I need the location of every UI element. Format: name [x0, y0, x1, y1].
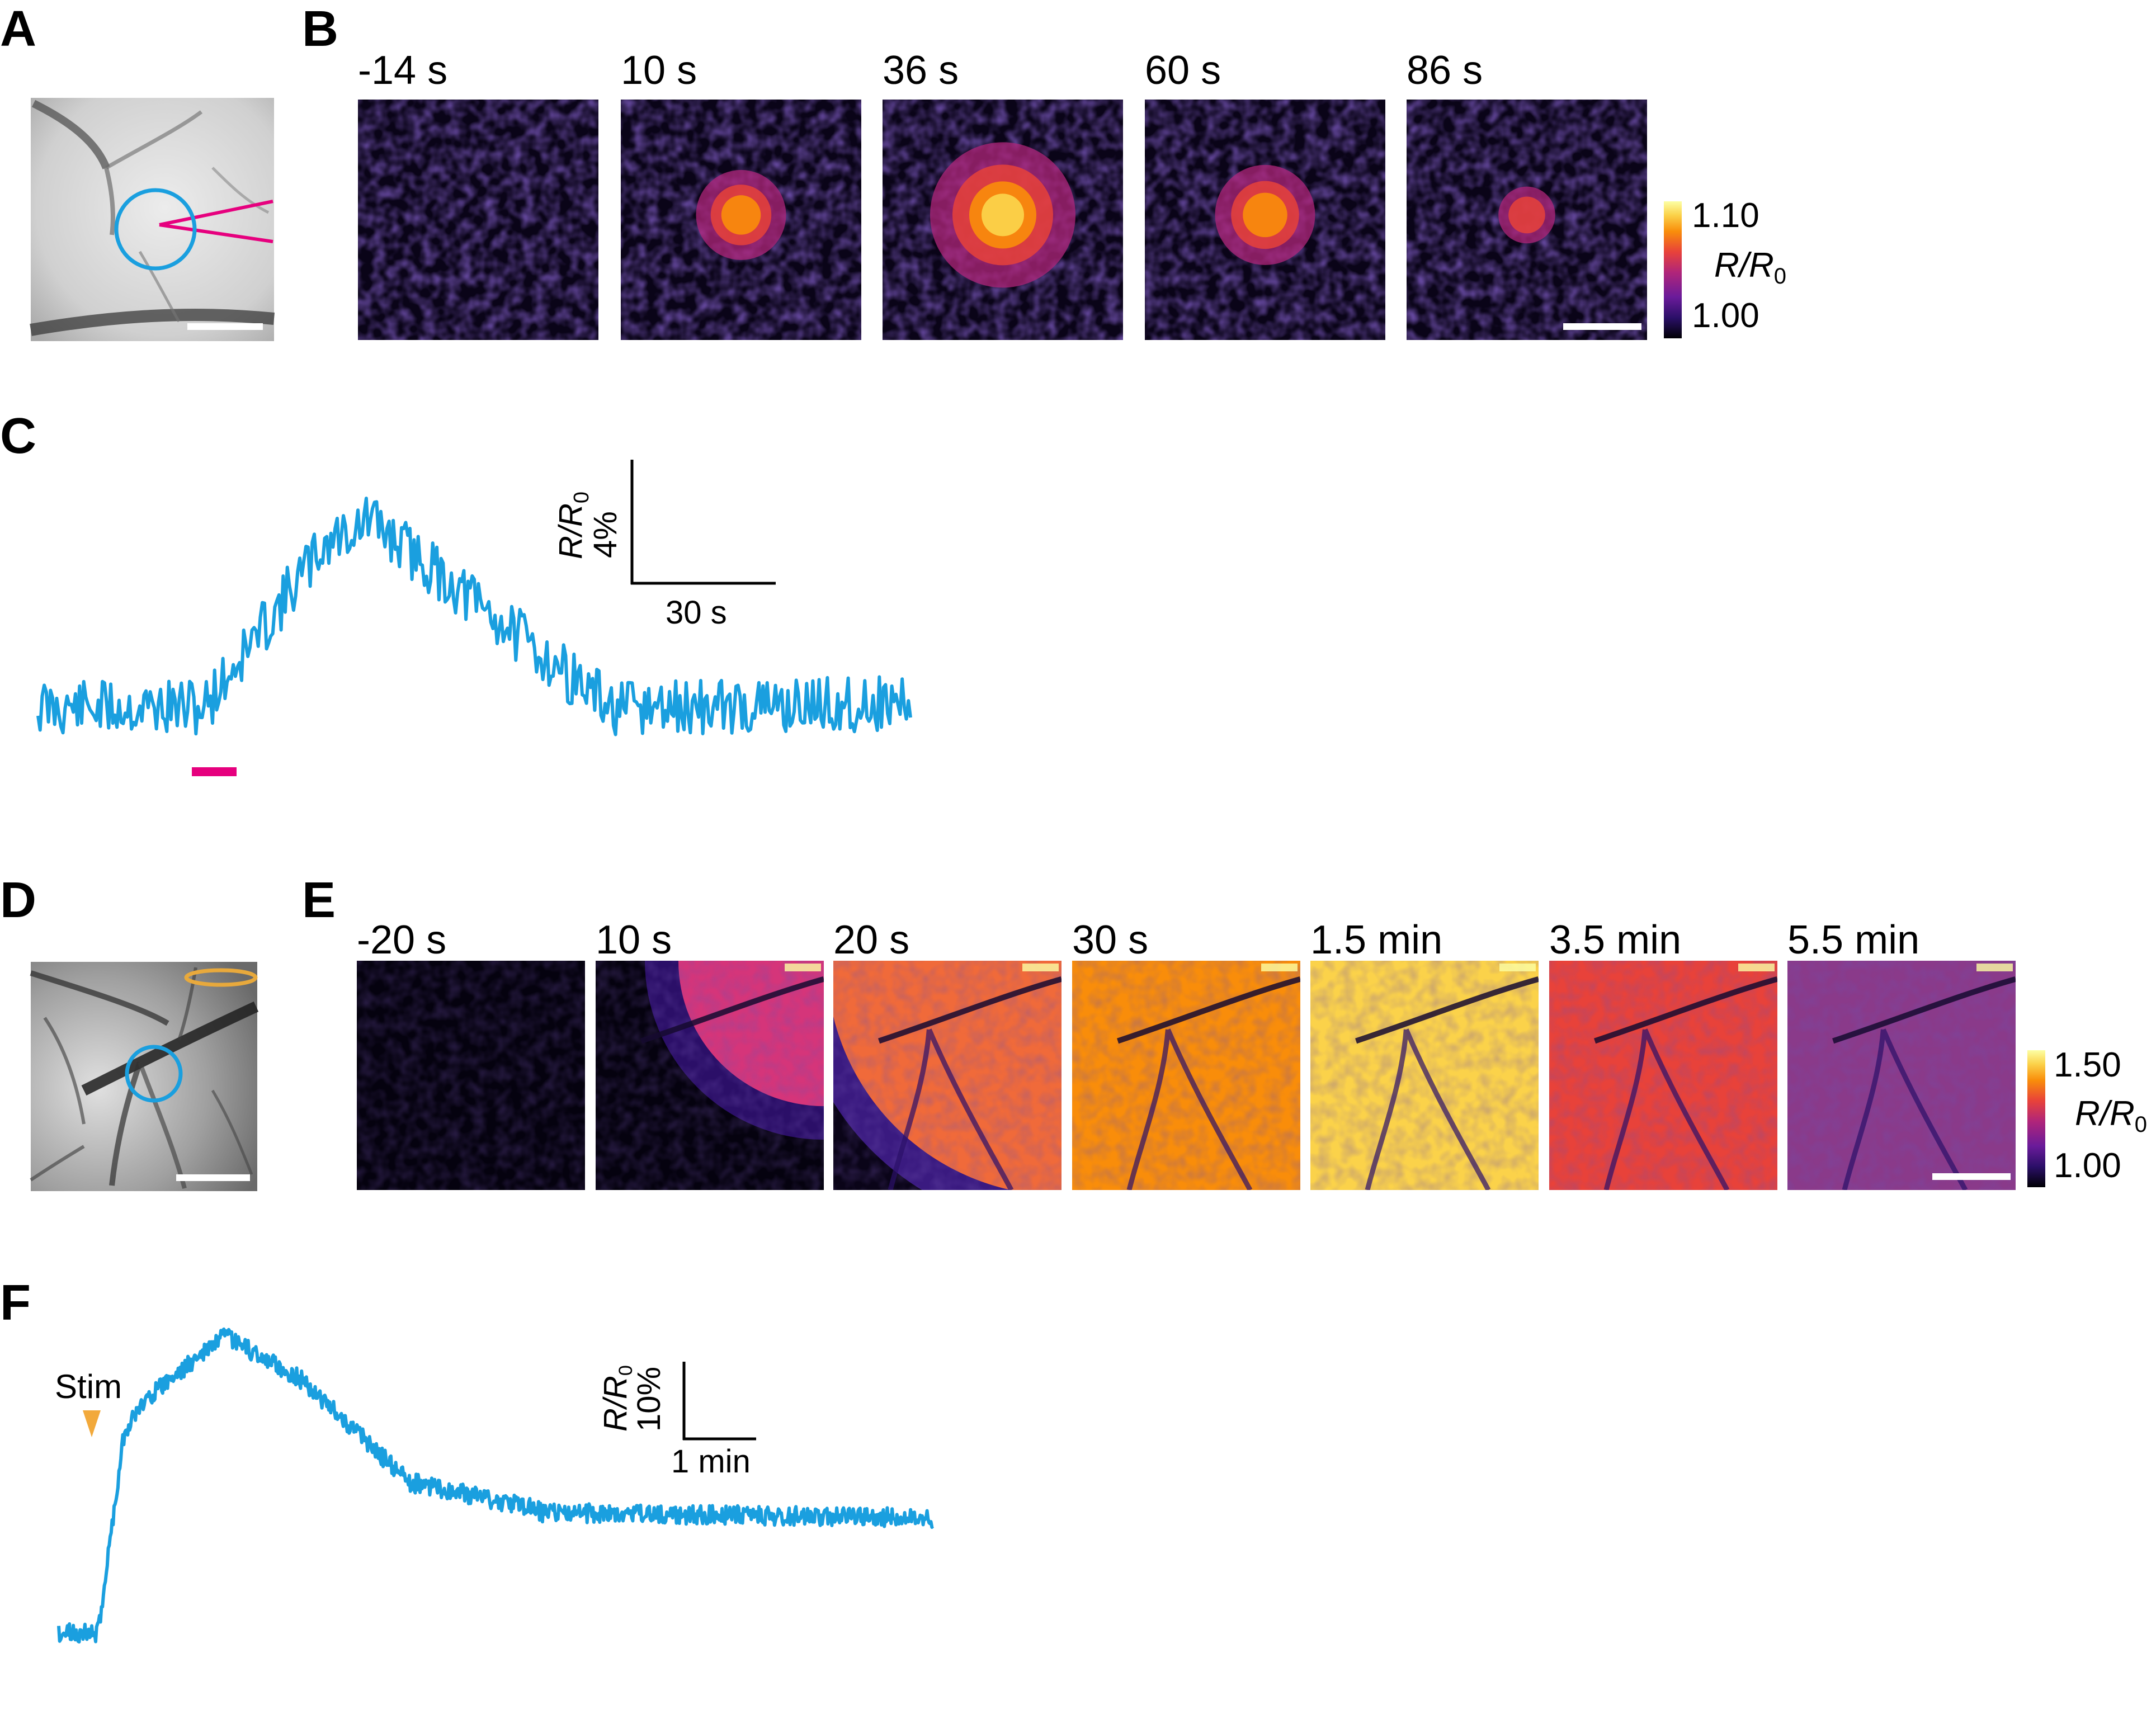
scale-bar-c	[630, 460, 776, 585]
time-label-e-3: 20 s	[833, 918, 909, 962]
panel-letter-a: A	[0, 1, 36, 57]
panel-letter-d: D	[0, 872, 36, 928]
frame-e-2	[596, 961, 824, 1190]
frame-b-2	[621, 100, 861, 340]
colorbar-b-min: 1.00	[1692, 296, 1759, 335]
panel-d-image	[30, 962, 259, 1191]
trace-c	[36, 497, 912, 736]
frame-b-4	[1145, 100, 1385, 340]
frame-e-7	[1787, 961, 2016, 1190]
panel-letter-f: F	[0, 1275, 31, 1331]
trace-f	[57, 1327, 935, 1644]
roi-circle	[114, 188, 197, 271]
scale-bar-e	[1932, 1173, 2011, 1180]
frame-e-4	[1072, 961, 1300, 1190]
scale-f-y-value: 10%	[631, 1367, 667, 1432]
time-label-e-5: 1.5 min	[1310, 918, 1442, 962]
colorbar-e-max: 1.50	[2054, 1046, 2121, 1084]
roi-circle-d	[125, 1045, 183, 1103]
stim-bar	[192, 767, 237, 776]
time-label-e-4: 30 s	[1072, 918, 1148, 962]
frame-b-1	[358, 100, 598, 340]
frame-e-1	[357, 961, 585, 1190]
colorbar-b-label: R/R0	[1714, 246, 1786, 289]
scale-bar-f	[682, 1362, 756, 1441]
scale-bar-d	[176, 1174, 250, 1181]
time-label-e-1: -20 s	[357, 918, 446, 962]
panel-letter-e: E	[302, 872, 336, 928]
frame-b-3	[883, 100, 1123, 340]
scale-bar-a	[187, 323, 263, 330]
time-label-e-6: 3.5 min	[1549, 918, 1681, 962]
time-label-b-4: 60 s	[1145, 48, 1221, 93]
frame-b-5	[1407, 100, 1647, 340]
colorbar-e	[2027, 1050, 2045, 1187]
frame-e-6	[1549, 961, 1777, 1190]
frame-e-5	[1310, 961, 1539, 1190]
frame-e-3	[833, 961, 1062, 1190]
colorbar-e-label: R/R0	[2075, 1094, 2147, 1137]
stim-label: Stim	[55, 1368, 122, 1405]
colorbar-b	[1664, 201, 1682, 338]
scale-c-x-value: 30 s	[666, 594, 727, 631]
electrode-icon	[159, 200, 273, 226]
panel-letter-c: C	[0, 408, 36, 464]
panel-b-frames: -14 s 10 s 36 s 60 s 86 s	[358, 48, 1647, 340]
time-label-b-2: 10 s	[621, 48, 697, 93]
time-label-b-3: 36 s	[883, 48, 959, 93]
time-label-b-1: -14 s	[358, 48, 447, 93]
scale-c-y-value: 4%	[587, 511, 624, 558]
colorbar-e-min: 1.00	[2054, 1146, 2121, 1185]
time-label-b-5: 86 s	[1407, 48, 1483, 93]
panel-letter-b: B	[302, 1, 338, 57]
scale-bar-b	[1563, 323, 1641, 330]
stim-arrow-icon	[83, 1410, 101, 1437]
panel-e-frames: -20 s 10 s 20 s 30 s 1.5 min 3.5 min 5.5 min	[357, 918, 2016, 1190]
scale-f-x-value: 1 min	[671, 1443, 751, 1480]
scale-f-y-label: R/R0	[597, 1365, 636, 1432]
scale-c-y-label: R/R0	[553, 492, 593, 559]
panel-a-image	[30, 98, 275, 341]
colorbar-b-max: 1.10	[1692, 196, 1759, 235]
ring-icon	[184, 968, 258, 987]
time-label-e-2: 10 s	[596, 918, 672, 962]
time-label-e-7: 5.5 min	[1787, 918, 1919, 962]
